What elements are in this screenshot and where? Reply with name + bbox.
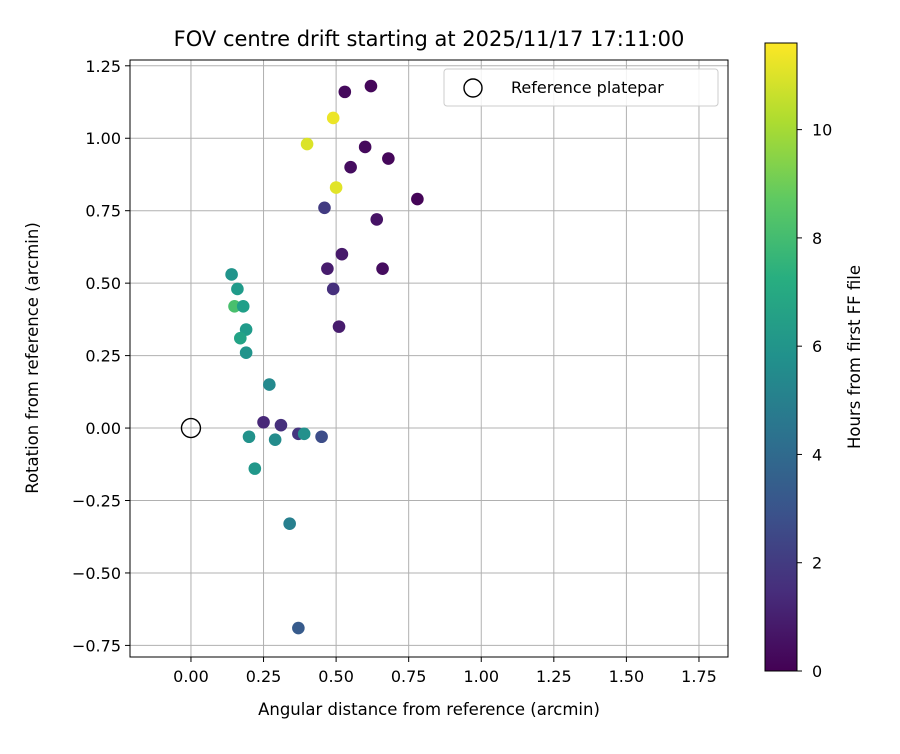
legend: Reference platepar — [443, 68, 719, 107]
colorbar-tick-label: 6 — [812, 337, 822, 356]
scatter-point — [335, 247, 349, 261]
scatter-point — [292, 621, 305, 635]
chart-title: FOV centre drift starting at 2025/11/17 … — [174, 27, 685, 51]
y-tick-label: −0.50 — [72, 564, 121, 583]
scatter-point — [300, 137, 314, 151]
y-tick-label: 0.25 — [85, 347, 121, 366]
x-tick-label: 1.75 — [681, 667, 717, 686]
colorbar-tick-label: 4 — [812, 445, 822, 464]
data-points — [225, 79, 424, 635]
x-tick-label: 1.25 — [536, 667, 572, 686]
colorbar-tick-label: 10 — [812, 121, 832, 140]
scatter-point — [411, 192, 424, 206]
scatter-point — [297, 427, 311, 441]
colorbar-tick-label: 0 — [812, 662, 822, 681]
colorbar-frame — [764, 42, 798, 672]
reference-point — [180, 417, 202, 439]
x-tick-label: 0.75 — [391, 667, 427, 686]
y-tick-label: −0.25 — [72, 492, 121, 511]
scatter-point — [263, 378, 276, 391]
scatter-point — [248, 462, 262, 475]
scatter-point — [228, 300, 241, 313]
scatter-point — [283, 517, 296, 530]
scatter-point — [326, 111, 340, 125]
scatter-point — [321, 262, 334, 275]
colorbar-ticks: 0 2 4 6 8 10 — [797, 121, 832, 681]
plot-frame — [129, 59, 729, 658]
x-axis-ticks: 0.00 0.25 0.50 0.75 1.00 1.25 1.50 1.75 — [173, 657, 717, 686]
scatter-point — [268, 433, 282, 446]
x-tick-label: 1.00 — [463, 667, 499, 686]
legend-box — [443, 68, 719, 107]
y-tick-label: 0.00 — [85, 419, 121, 438]
x-axis-label: Angular distance from reference (arcmin) — [258, 700, 600, 719]
scatter-point — [370, 213, 384, 226]
scatter-point — [318, 201, 331, 215]
y-axis-ticks: −0.75 −0.50 −0.25 0.00 0.25 0.50 0.75 1.00 1.25 — [72, 57, 130, 655]
y-tick-label: 0.50 — [85, 274, 121, 293]
scatter-point — [234, 331, 247, 345]
scatter-point — [364, 79, 378, 93]
scatter-point — [239, 346, 253, 360]
scatter-point — [344, 160, 357, 174]
colorbar-gradient — [765, 43, 797, 671]
scatter-point — [329, 181, 343, 194]
scatter-point — [326, 282, 340, 296]
scatter-point — [338, 85, 352, 99]
grid-lines — [130, 60, 728, 657]
colorbar-label: Hours from first FF file — [845, 265, 864, 449]
scatter-point — [225, 268, 238, 281]
scatter-point — [315, 430, 328, 444]
legend-label: Reference platepar — [511, 78, 664, 97]
scatter-point — [332, 320, 346, 333]
colorbar: 0 2 4 6 8 10 Hours from first FF file — [764, 42, 864, 681]
colorbar-tick-label: 8 — [812, 229, 822, 248]
scatter-point — [382, 152, 395, 165]
y-tick-label: −0.75 — [72, 636, 121, 655]
scatter-point — [236, 300, 250, 313]
scatter-point — [274, 418, 288, 432]
x-tick-label: 1.50 — [609, 667, 645, 686]
scatter-point — [257, 415, 270, 429]
reference-platepar-marker — [180, 417, 202, 439]
y-tick-label: 0.75 — [85, 202, 121, 221]
y-axis-label: Rotation from reference (arcmin) — [23, 222, 42, 494]
y-tick-label: 1.00 — [85, 129, 121, 148]
scatter-point — [376, 262, 389, 275]
scatter-point — [358, 140, 372, 154]
legend-marker-icon — [463, 78, 483, 98]
x-tick-label: 0.25 — [246, 667, 282, 686]
x-tick-label: 0.50 — [318, 667, 354, 686]
y-tick-label: 1.25 — [85, 57, 121, 76]
x-tick-label: 0.00 — [173, 667, 209, 686]
colorbar-tick-label: 2 — [812, 554, 822, 573]
scatter-point — [231, 282, 244, 296]
scatter-point — [242, 430, 256, 444]
